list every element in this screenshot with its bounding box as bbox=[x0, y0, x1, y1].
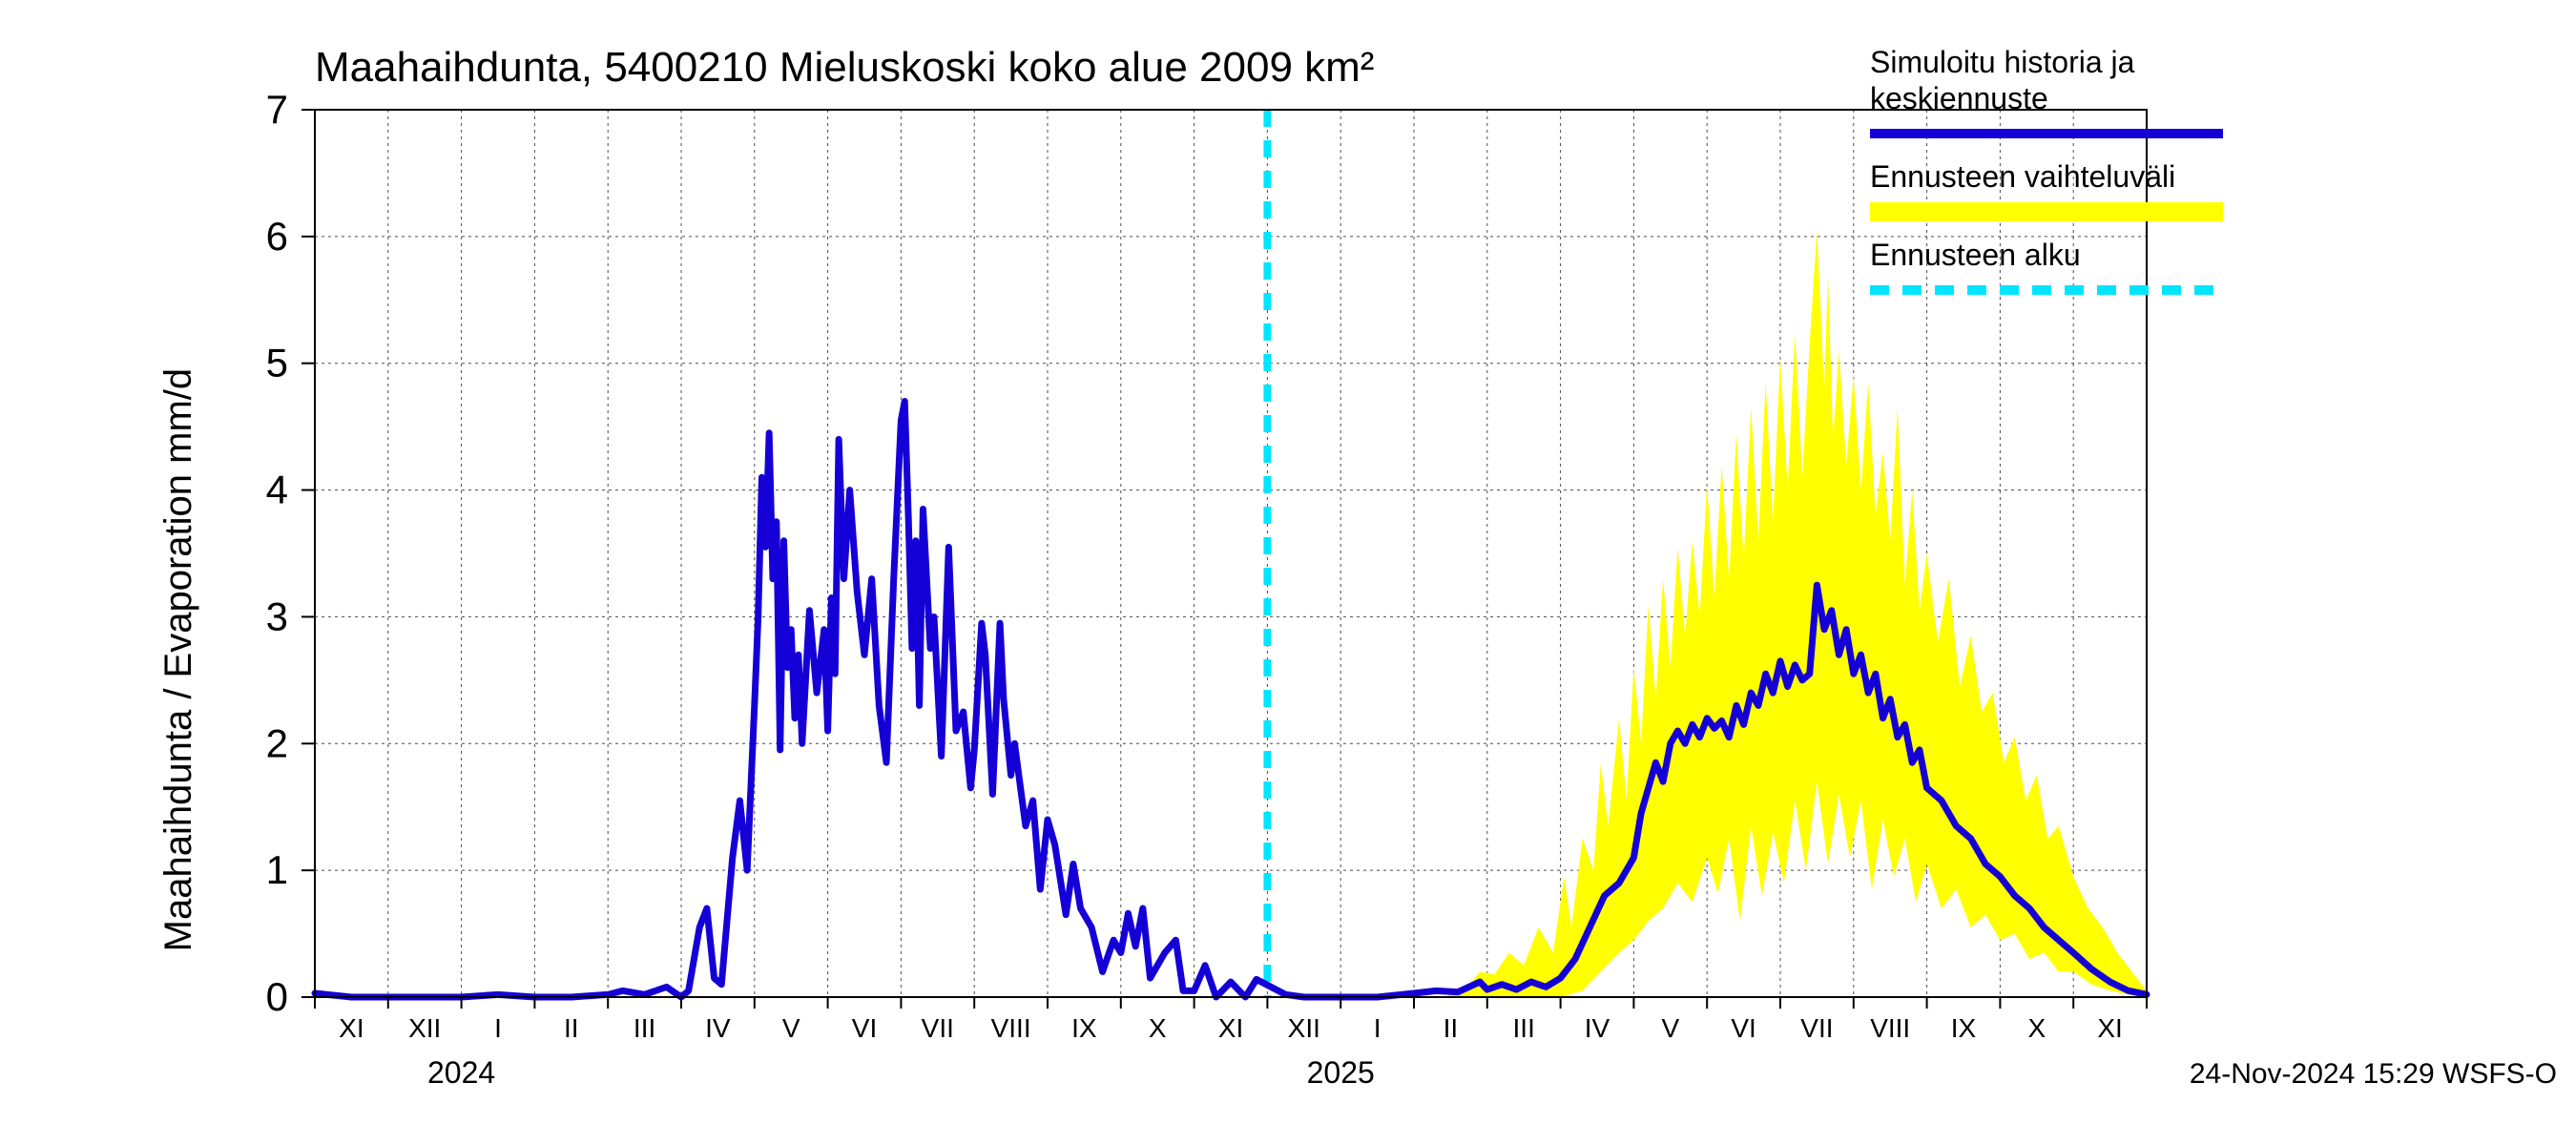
x-month-label: X bbox=[2027, 1013, 2046, 1043]
legend-label-history: Simuloitu historia ja bbox=[1870, 45, 2135, 79]
y-tick-label: 5 bbox=[266, 341, 288, 385]
y-tick-label: 6 bbox=[266, 214, 288, 259]
legend-swatch-band bbox=[1870, 202, 2223, 221]
x-month-label: XI bbox=[1218, 1013, 1243, 1043]
x-month-label: VI bbox=[1731, 1013, 1755, 1043]
chart-container: 01234567XIXIIIIIIIIIVVVIVIIVIIIIXXXIXIII… bbox=[0, 0, 2576, 1145]
x-month-label: V bbox=[1661, 1013, 1679, 1043]
chart-svg: 01234567XIXIIIIIIIIIVVVIVIIVIIIIXXXIXIII… bbox=[0, 0, 2576, 1145]
x-month-label: III bbox=[1513, 1013, 1535, 1043]
forecast-band bbox=[1444, 230, 2147, 997]
y-tick-label: 3 bbox=[266, 593, 288, 638]
y-tick-label: 0 bbox=[266, 974, 288, 1019]
y-tick-label: 4 bbox=[266, 468, 288, 512]
x-year-label: 2024 bbox=[427, 1055, 495, 1090]
x-month-label: II bbox=[1444, 1013, 1459, 1043]
x-month-label: I bbox=[1374, 1013, 1381, 1043]
x-month-label: XI bbox=[2097, 1013, 2122, 1043]
chart-title: Maahaihdunta, 5400210 Mieluskoski koko a… bbox=[315, 44, 1374, 91]
x-month-label: III bbox=[634, 1013, 655, 1043]
footer-timestamp: 24-Nov-2024 15:29 WSFS-O bbox=[2190, 1058, 2557, 1090]
x-month-label: IX bbox=[1951, 1013, 1977, 1043]
x-month-label: VIII bbox=[991, 1013, 1031, 1043]
x-month-label: X bbox=[1149, 1013, 1167, 1043]
x-month-label: VI bbox=[852, 1013, 877, 1043]
x-month-label: IV bbox=[705, 1013, 731, 1043]
y-tick-label: 1 bbox=[266, 847, 288, 892]
x-month-label: II bbox=[564, 1013, 579, 1043]
x-month-label: I bbox=[494, 1013, 502, 1043]
x-month-label: V bbox=[782, 1013, 800, 1043]
y-tick-label: 7 bbox=[266, 87, 288, 132]
x-month-label: VIII bbox=[1870, 1013, 1910, 1043]
x-month-label: IX bbox=[1071, 1013, 1097, 1043]
x-month-label: XII bbox=[1288, 1013, 1320, 1043]
x-month-label: VII bbox=[1800, 1013, 1833, 1043]
x-month-label: VII bbox=[922, 1013, 954, 1043]
legend-label-start: Ennusteen alku bbox=[1870, 238, 2081, 272]
x-month-label: XII bbox=[408, 1013, 441, 1043]
y-tick-label: 2 bbox=[266, 720, 288, 765]
x-month-label: IV bbox=[1585, 1013, 1610, 1043]
x-month-label: XI bbox=[339, 1013, 364, 1043]
legend-label-band: Ennusteen vaihteluväli bbox=[1870, 159, 2175, 194]
x-year-label: 2025 bbox=[1307, 1055, 1375, 1090]
legend-label-history: keskiennuste bbox=[1870, 81, 2048, 115]
y-axis-label: Maahaihdunta / Evaporation mm/d bbox=[157, 368, 199, 951]
